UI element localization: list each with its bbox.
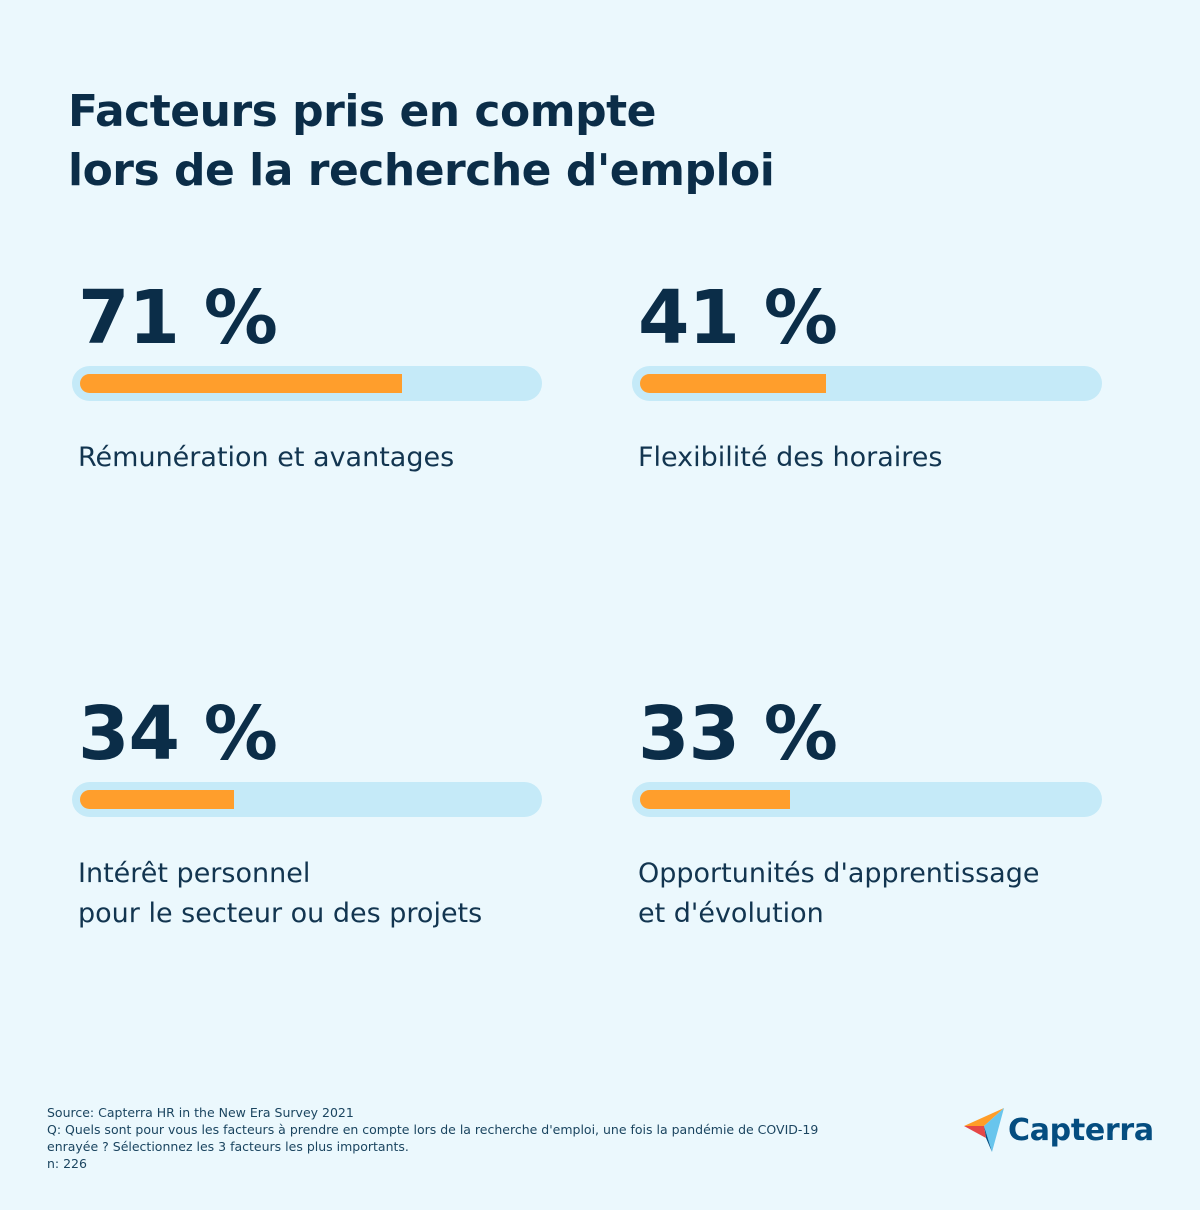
bar-fill [640, 374, 826, 393]
source-line: Source: Capterra HR in the New Era Surve… [47, 1105, 354, 1120]
capterra-wordmark: Capterra [1008, 1112, 1154, 1148]
stat-label: Intérêt personnel pour le secteur ou des… [78, 854, 548, 934]
source-footnote: Source: Capterra HR in the New Era Surve… [47, 1104, 867, 1172]
question-line: enrayée ? Sélectionnez les 3 facteurs le… [47, 1139, 409, 1154]
stat-flexibilite: 41 % Flexibilité des horaires [632, 275, 1102, 473]
bar-track [632, 366, 1102, 401]
bar-track [72, 366, 542, 401]
stat-label-line: Flexibilité des horaires [638, 442, 943, 473]
page-title: Facteurs pris en compte lors de la reche… [68, 82, 775, 200]
stat-value: 71 % [78, 275, 278, 361]
stat-value: 34 % [78, 691, 278, 777]
title-line-1: Facteurs pris en compte [68, 86, 656, 137]
stat-interet: 34 % Intérêt personnel pour le secteur o… [72, 691, 542, 929]
sample-size: n: 226 [47, 1156, 87, 1171]
bar-fill [640, 790, 790, 809]
capterra-logo: Capterra [964, 1108, 1154, 1152]
stat-value: 33 % [638, 691, 838, 777]
stat-label-line: Intérêt personnel [78, 858, 311, 889]
stat-label-line: Rémunération et avantages [78, 442, 455, 473]
question-line: Q: Quels sont pour vous les facteurs à p… [47, 1122, 819, 1137]
stat-label: Opportunités d'apprentissage et d'évolut… [638, 854, 1108, 934]
bar-fill [80, 790, 234, 809]
bar-fill [80, 374, 402, 393]
stat-label-line: pour le secteur ou des projets [78, 898, 483, 929]
title-line-2: lors de la recherche d'emploi [68, 145, 775, 196]
bar-track [72, 782, 542, 817]
stat-label: Flexibilité des horaires [638, 438, 1108, 478]
stat-label-line: et d'évolution [638, 898, 824, 929]
bar-track [632, 782, 1102, 817]
stat-opportunites: 33 % Opportunités d'apprentissage et d'é… [632, 691, 1102, 929]
stat-value: 41 % [638, 275, 838, 361]
stat-remuneration: 71 % Rémunération et avantages [72, 275, 542, 473]
capterra-logo-icon [964, 1108, 1004, 1152]
stat-label-line: Opportunités d'apprentissage [638, 858, 1040, 889]
stat-label: Rémunération et avantages [78, 438, 548, 478]
